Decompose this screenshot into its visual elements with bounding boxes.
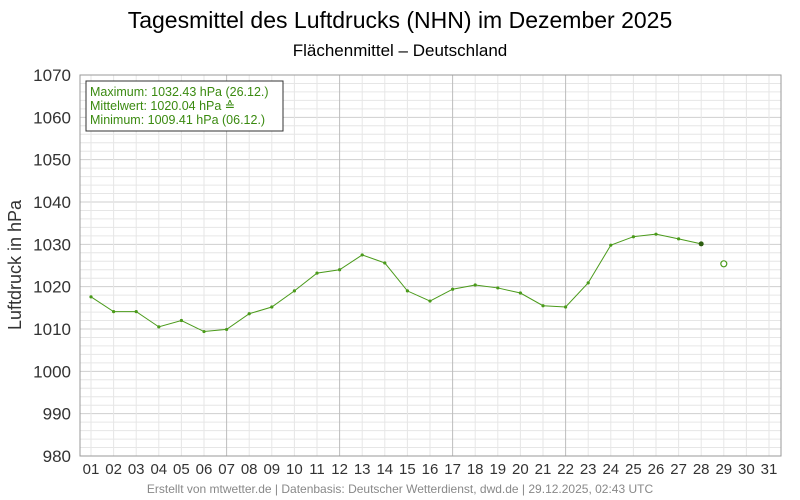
x-tick-label: 27 — [670, 461, 687, 478]
x-tick-label: 25 — [625, 461, 642, 478]
footer-credit: Erstellt von mtwetter.de | Datenbasis: D… — [147, 482, 654, 496]
x-tick-label: 01 — [83, 461, 100, 478]
x-tick-label: 23 — [580, 461, 597, 478]
x-tick-label: 02 — [105, 461, 122, 478]
data-point — [496, 286, 500, 290]
data-point — [383, 261, 387, 265]
data-point — [270, 305, 274, 309]
x-tick-label: 09 — [263, 461, 280, 478]
x-tick-label: 30 — [738, 461, 755, 478]
data-point — [179, 318, 183, 323]
data-point — [247, 312, 251, 316]
data-point — [609, 243, 613, 247]
x-tick-label: 11 — [309, 461, 325, 478]
y-tick-label: 1070 — [33, 66, 71, 85]
x-tick-label: 18 — [467, 461, 484, 478]
x-tick-label: 03 — [128, 461, 145, 478]
data-point — [451, 287, 455, 291]
x-tick-label: 31 — [761, 461, 778, 478]
y-tick-label: 980 — [43, 447, 71, 466]
x-tick-label: 29 — [715, 461, 732, 478]
x-tick-label: 07 — [218, 461, 235, 478]
x-tick-label: 22 — [557, 461, 574, 478]
stats-mean: Mittelwert: 1020.04 hPa ≙ — [90, 99, 235, 113]
data-point — [338, 268, 342, 272]
data-point — [518, 291, 523, 295]
y-tick-label: 1040 — [33, 193, 71, 212]
data-point — [112, 310, 116, 314]
grid-lines — [80, 75, 781, 456]
data-point — [157, 325, 161, 329]
stats-min: Minimum: 1009.41 hPa (06.12.) — [90, 113, 265, 127]
x-tick-label: 12 — [331, 461, 348, 478]
y-tick-label: 1050 — [33, 151, 71, 170]
y-tick-label: 1060 — [33, 108, 71, 127]
x-tick-label: 19 — [489, 461, 506, 478]
x-tick-label: 05 — [173, 461, 190, 478]
data-point — [428, 299, 432, 303]
x-tick-label: 15 — [399, 461, 416, 478]
x-tick-label: 21 — [535, 461, 552, 478]
x-tick-label: 04 — [150, 461, 167, 478]
data-point — [473, 283, 477, 287]
y-tick-label: 1020 — [33, 278, 71, 297]
x-tick-label: 08 — [241, 461, 258, 478]
x-tick-label: 06 — [196, 461, 213, 478]
data-point — [405, 289, 409, 293]
data-point — [315, 271, 319, 275]
y-axis-label: Luftdruck in hPa — [5, 199, 25, 330]
stats-box-frame — [85, 80, 284, 132]
series-line-group — [89, 232, 728, 334]
x-tick-label: 14 — [376, 461, 393, 478]
data-point — [564, 305, 568, 309]
chart-subtitle: Flächenmittel – Deutschland — [293, 41, 508, 60]
x-tick-label: 13 — [354, 461, 371, 478]
y-tick-label: 1030 — [33, 235, 71, 254]
y-tick-label: 1010 — [33, 320, 71, 339]
data-point — [292, 289, 296, 293]
data-point — [134, 310, 138, 314]
y-tick-label: 990 — [43, 405, 71, 424]
data-point — [360, 253, 364, 257]
forecast-point — [720, 260, 728, 268]
x-tick-label: 20 — [512, 461, 529, 478]
data-point — [698, 241, 704, 247]
x-tick-label: 24 — [602, 461, 619, 478]
y-axis-ticks: 980 990 1000 1010 1020 1030 1040 1050 1060 1070 — [33, 66, 71, 466]
plot-frame — [79, 74, 782, 457]
x-tick-label: 28 — [693, 461, 710, 478]
x-tick-label: 10 — [286, 461, 303, 478]
data-point — [654, 232, 658, 236]
stats-max: Maximum: 1032.43 hPa (26.12.) — [90, 85, 269, 99]
stats-box: Maximum: 1032.43 hPa (26.12.) Mittelwert… — [85, 80, 284, 132]
data-point — [631, 235, 636, 239]
data-point — [225, 327, 229, 332]
x-tick-label: 26 — [648, 461, 665, 478]
data-point — [586, 281, 590, 285]
x-tick-label: 16 — [422, 461, 439, 478]
y-tick-label: 1000 — [33, 362, 71, 381]
x-axis-ticks: 01 02 03 04 05 06 07 08 09 10 11 12 13 14 15 16 17 18 19 20… — [83, 461, 778, 478]
x-tick-label: 17 — [444, 461, 461, 478]
data-point — [677, 237, 681, 241]
data-point — [202, 329, 206, 334]
chart-title: Tagesmittel des Luftdrucks (NHN) im Deze… — [128, 7, 673, 33]
series-line — [90, 233, 702, 333]
data-point — [541, 304, 545, 308]
data-point — [89, 295, 93, 299]
